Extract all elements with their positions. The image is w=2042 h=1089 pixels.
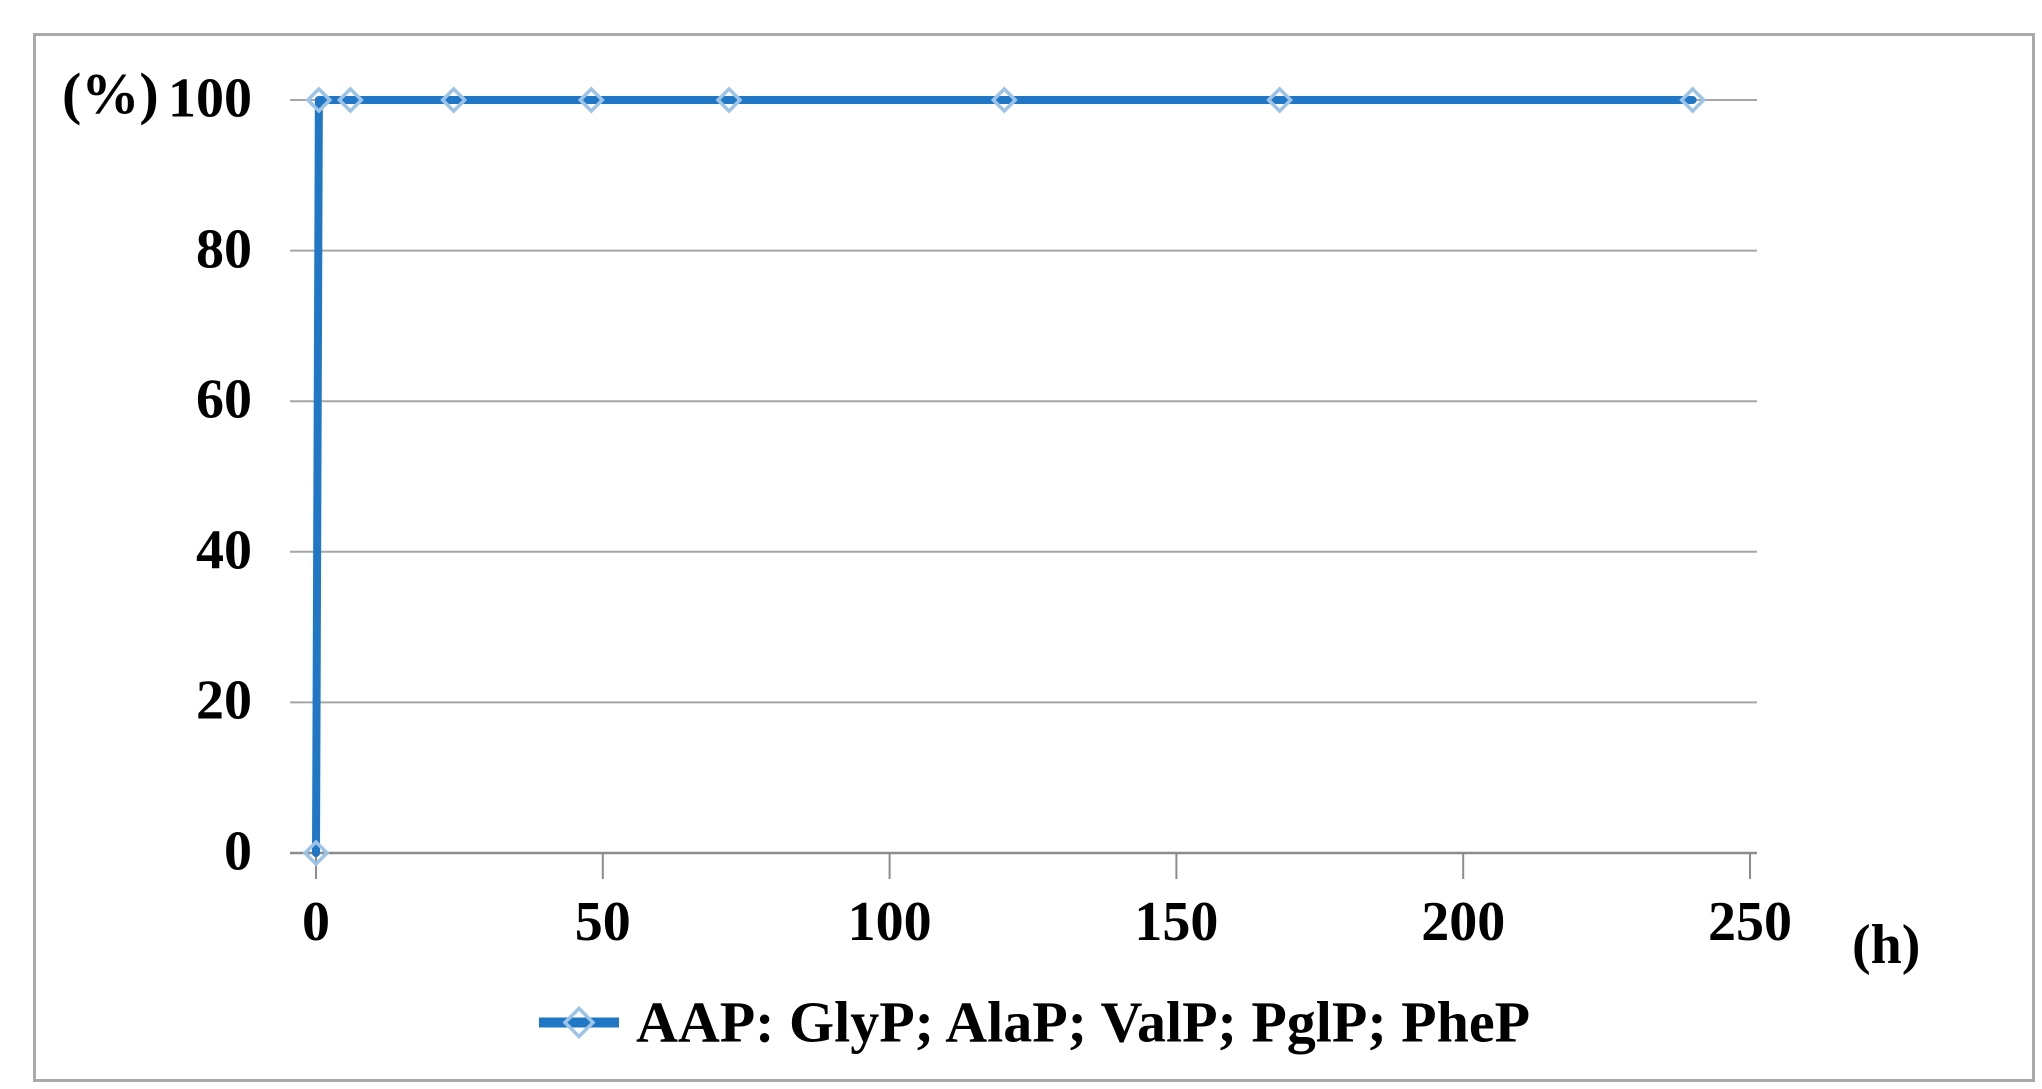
- data-point-marker-6h: [336, 86, 364, 114]
- data-point-marker-72h: [715, 86, 743, 114]
- data-point-marker-24h: [440, 86, 468, 114]
- y-tick-label-60: 60: [196, 368, 252, 431]
- x-axis-unit-label: (h): [1852, 914, 1921, 976]
- legend-series-label: AAP: GlyP; AlaP; ValP; PglP; PheP: [635, 989, 1531, 1055]
- series-line: [312, 96, 1697, 857]
- y-axis-unit-label: (%): [62, 61, 159, 127]
- data-point-marker-0h: [302, 839, 330, 867]
- legend-line-diamond-icon: [538, 1005, 619, 1039]
- x-tick-label-250: 250: [1708, 891, 1792, 953]
- x-tick-label-100: 100: [847, 891, 932, 953]
- data-point-marker-48h: [577, 86, 605, 114]
- x-tick-label-200: 200: [1421, 891, 1506, 953]
- data-point-marker-120h: [990, 86, 1018, 114]
- x-tick-label-150: 150: [1134, 891, 1219, 953]
- y-tick-label-0: 0: [224, 820, 252, 883]
- data-point-marker-0.5h: [305, 86, 333, 114]
- data-point-marker-240h: [1679, 86, 1707, 114]
- legend: AAP: GlyP; AlaP; ValP; PglP; PheP: [316, 989, 1750, 1056]
- y-tick-label-80: 80: [196, 218, 252, 281]
- y-tick-label-20: 20: [196, 670, 252, 733]
- x-tick-label-0: 0: [302, 891, 330, 953]
- y-tick-label-40: 40: [196, 519, 252, 582]
- data-point-marker-168h: [1266, 86, 1294, 114]
- y-tick-label-100: 100: [168, 67, 252, 130]
- x-tick-label-50: 50: [574, 891, 631, 953]
